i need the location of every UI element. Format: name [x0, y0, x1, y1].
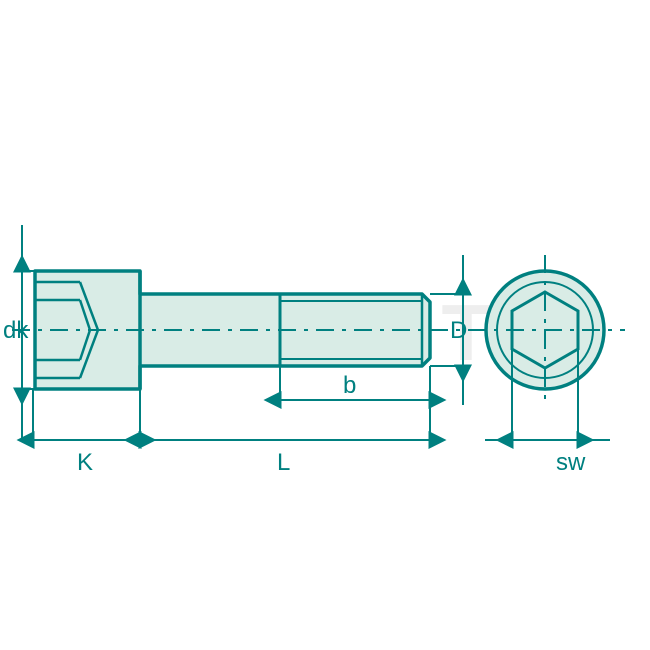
label-d: D [450, 317, 467, 344]
label-sw: sw [556, 449, 586, 476]
label-b: b [343, 372, 356, 399]
technical-drawing: GRANIT [0, 0, 650, 650]
label-l: L [277, 449, 290, 476]
label-dk: dk [3, 317, 29, 344]
dim-l [140, 366, 430, 444]
dim-k [33, 389, 140, 444]
label-k: K [77, 449, 93, 476]
